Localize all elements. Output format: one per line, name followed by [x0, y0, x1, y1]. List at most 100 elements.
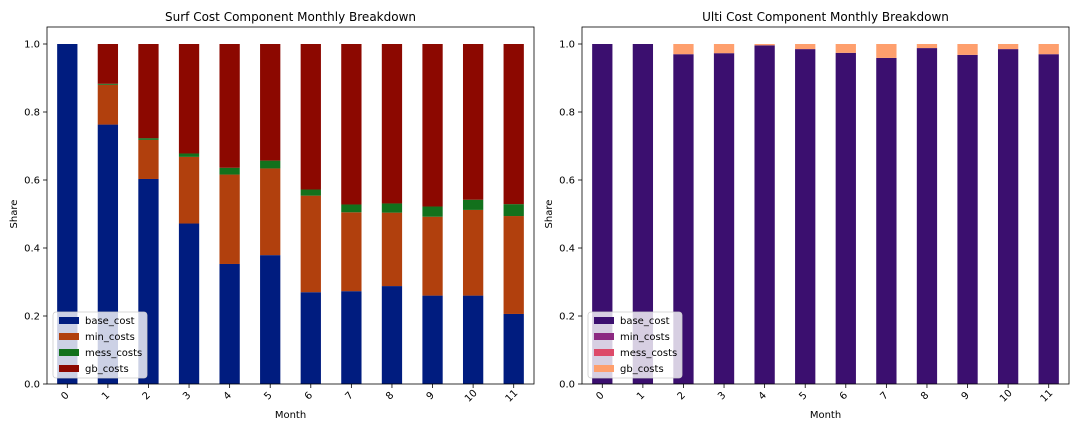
- bar-gb_costs-4: [754, 44, 775, 46]
- plot-frame: [46, 26, 535, 385]
- legend-swatch-min_costs: [59, 333, 79, 340]
- bar-gb_costs-7: [876, 44, 897, 58]
- bar-mess_costs-4: [219, 167, 240, 175]
- bar-min_costs-8: [381, 212, 403, 287]
- legend: base_cost min_costs mess_costs gb_costs: [52, 311, 148, 379]
- bar-base_cost-11: [503, 313, 524, 384]
- bar-min_costs-10: [462, 209, 484, 296]
- bar-base_cost-8: [381, 286, 403, 384]
- bar-mess_costs-9: [422, 206, 443, 217]
- bar-base_cost-4: [754, 45, 775, 385]
- y-ticks-group: 0.0 0.2 0.4 0.6 0.8 1.0: [559, 40, 582, 391]
- bar-base_cost-0: [57, 44, 78, 384]
- bar-gb_costs-4: [219, 44, 240, 168]
- bar-base_cost-6: [300, 292, 321, 384]
- bar-min_costs-4: [219, 174, 240, 264]
- legend-swatch-base_cost: [59, 317, 79, 324]
- bar-base_cost-1: [632, 44, 654, 384]
- legend-label-gb_costs: gb_costs: [620, 364, 664, 375]
- bar-gb_costs-6: [300, 44, 321, 190]
- y-tick-label: 0.8: [559, 108, 575, 119]
- bar-gb_costs-3: [713, 44, 735, 54]
- bar-base_cost-7: [876, 57, 897, 384]
- bar-gb_costs-8: [916, 44, 938, 49]
- bar-min_costs-1: [97, 84, 119, 125]
- legend-label-mess_costs: mess_costs: [620, 348, 677, 359]
- y-tick-label: 0.0: [24, 380, 40, 391]
- bar-gb_costs-10: [997, 44, 1019, 50]
- bar-mess_costs-1: [97, 83, 119, 85]
- bar-gb_costs-11: [503, 44, 524, 205]
- y-tick-label: 0.6: [559, 176, 575, 187]
- bar-mess_costs-6: [300, 189, 321, 196]
- bar-min_costs-6: [300, 195, 321, 293]
- y-tick-label: 0.4: [559, 244, 575, 255]
- bar-base_cost-11: [1038, 54, 1059, 384]
- y-tick-label: 0.0: [559, 380, 575, 391]
- legend-swatch-base_cost: [594, 317, 614, 324]
- bar-base_cost-6: [835, 52, 856, 385]
- bar-mess_costs-2: [138, 138, 159, 140]
- legend-box: [587, 311, 683, 379]
- bar-base_cost-9: [957, 54, 978, 384]
- chart-title: Ulti Cost Component Monthly Breakdown: [702, 10, 949, 24]
- y-ticks-group: 0.0 0.2 0.4 0.6 0.8 1.0: [24, 40, 47, 391]
- legend-label-base_cost: base_cost: [85, 316, 135, 327]
- bar-gb_costs-3: [178, 44, 200, 154]
- bar-gb_costs-9: [422, 44, 443, 207]
- bar-min_costs-7: [341, 212, 362, 292]
- bar-min_costs-2: [138, 139, 159, 179]
- bar-gb_costs-11: [1038, 44, 1059, 55]
- bar-gb_costs-8: [381, 44, 403, 204]
- x-axis-label: Month: [810, 410, 841, 421]
- bar-gb_costs-6: [835, 44, 856, 53]
- bar-mess_costs-3: [178, 153, 200, 157]
- bar-gb_costs-5: [795, 44, 816, 50]
- bars-group: [592, 44, 1059, 385]
- bar-base_cost-10: [462, 295, 484, 384]
- bar-gb_costs-10: [462, 44, 484, 200]
- bar-mess_costs-11: [503, 204, 524, 217]
- y-tick-label: 0.6: [24, 176, 40, 187]
- legend-box: [52, 311, 148, 379]
- bar-base_cost-8: [916, 48, 938, 384]
- bar-mess_costs-7: [341, 204, 362, 213]
- bar-min_costs-11: [503, 216, 524, 314]
- legend-label-min_costs: min_costs: [620, 332, 670, 343]
- bar-gb_costs-7: [341, 44, 362, 205]
- legend-swatch-mess_costs: [59, 349, 79, 356]
- y-tick-label: 1.0: [559, 40, 575, 51]
- bar-base_cost-5: [795, 49, 816, 384]
- bar-min_costs-9: [422, 216, 443, 296]
- bar-base_cost-2: [673, 54, 694, 384]
- y-tick-label: 0.8: [24, 108, 40, 119]
- plot-frame: [581, 26, 1070, 385]
- bar-base_cost-0: [592, 44, 613, 384]
- legend-label-base_cost: base_cost: [620, 316, 670, 327]
- bar-base_cost-7: [341, 291, 362, 384]
- y-tick-label: 0.4: [24, 244, 40, 255]
- legend-label-mess_costs: mess_costs: [85, 348, 142, 359]
- bar-min_costs-5: [260, 168, 281, 256]
- bar-mess_costs-8: [381, 203, 403, 213]
- bar-min_costs-3: [178, 156, 200, 224]
- legend: base_cost min_costs mess_costs gb_costs: [587, 311, 683, 379]
- y-axis-label: Share: [544, 200, 555, 229]
- bar-base_cost-3: [178, 223, 200, 384]
- bar-gb_costs-1: [97, 44, 119, 84]
- legend-swatch-gb_costs: [59, 365, 79, 372]
- legend-swatch-min_costs: [594, 333, 614, 340]
- y-tick-label: 0.2: [559, 312, 575, 323]
- y-tick-label: 1.0: [24, 40, 40, 51]
- bar-gb_costs-9: [957, 44, 978, 55]
- bar-base_cost-4: [219, 263, 240, 384]
- bar-gb_costs-5: [260, 44, 281, 161]
- bar-mess_costs-5: [260, 160, 281, 169]
- ulti-chart-panel: Ulti Cost Component Monthly Breakdown Sh…: [544, 10, 1070, 421]
- legend-swatch-mess_costs: [594, 349, 614, 356]
- y-axis-label: Share: [9, 200, 20, 229]
- bar-base_cost-10: [997, 49, 1019, 384]
- bar-mess_costs-10: [462, 199, 484, 210]
- legend-label-gb_costs: gb_costs: [85, 364, 129, 375]
